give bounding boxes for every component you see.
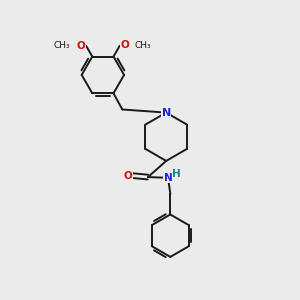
Text: N: N xyxy=(162,108,171,118)
Text: N: N xyxy=(164,173,172,183)
Text: CH₃: CH₃ xyxy=(53,41,70,50)
Text: O: O xyxy=(121,40,129,50)
Text: O: O xyxy=(124,171,133,181)
Text: O: O xyxy=(76,41,85,51)
Text: H: H xyxy=(172,169,181,179)
Text: CH₃: CH₃ xyxy=(135,41,152,50)
